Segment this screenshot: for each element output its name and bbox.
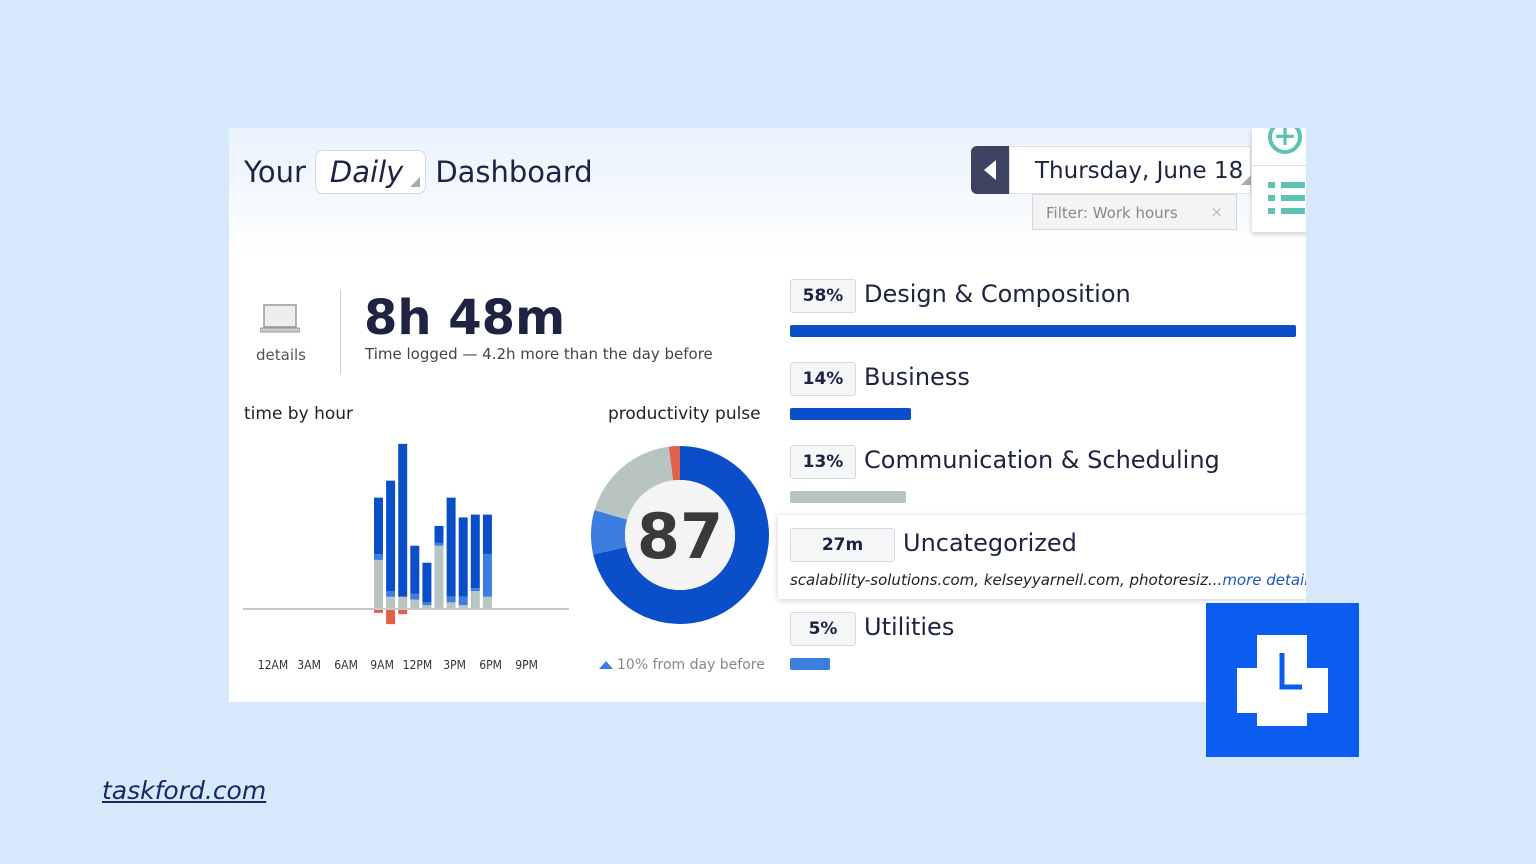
details-link[interactable]: details	[256, 346, 306, 364]
bar-segment	[374, 559, 383, 608]
category-badge: 27m	[790, 528, 895, 562]
pulse-score: 87	[637, 500, 723, 573]
previous-day-button[interactable]	[971, 146, 1009, 194]
x-tick-label: 12PM	[402, 658, 433, 672]
category-name: Utilities	[864, 613, 955, 641]
bar-segment	[410, 593, 420, 600]
bar-segment	[470, 514, 480, 589]
bar-segment	[398, 596, 408, 608]
bar-segment	[422, 602, 432, 606]
site-link[interactable]: taskford.com	[102, 776, 267, 805]
taskford-logo	[1206, 603, 1359, 757]
time-by-hour-chart	[243, 443, 569, 625]
bar-segment	[434, 545, 444, 608]
bar-segment	[458, 605, 468, 608]
bar-segment	[386, 480, 396, 592]
bar-segment	[398, 443, 408, 597]
category-bar	[790, 658, 831, 670]
dropdown-corner-icon	[1241, 175, 1251, 185]
pulse-change-text: 10% from day before	[617, 657, 765, 673]
side-toolbar: +	[1252, 128, 1306, 232]
category-name: Uncategorized	[903, 529, 1077, 557]
total-subtitle: Time logged — 4.2h more than the day bef…	[365, 345, 713, 363]
chevron-left-icon	[984, 160, 996, 180]
bar-segment	[482, 596, 492, 608]
domains-text: scalability-solutions.com, kelseyyarnell…	[790, 571, 1223, 589]
bar-segment	[446, 497, 456, 597]
x-tick-label: 3PM	[442, 658, 466, 672]
category-bar	[790, 325, 1296, 337]
category-bar	[790, 491, 907, 503]
donut-slice	[593, 446, 769, 624]
total-time: 8h 48m	[364, 290, 566, 346]
bar-segment	[374, 554, 383, 560]
bar-segment	[482, 514, 492, 555]
date-picker: Thursday, June 18	[971, 146, 1251, 194]
x-tick-label: 9AM	[370, 658, 394, 672]
bar-segment	[446, 602, 456, 608]
bar-segment	[374, 610, 383, 613]
category-name: Communication & Scheduling	[864, 446, 1220, 474]
date-select[interactable]: Thursday, June 18	[1009, 146, 1251, 194]
laptop-icon[interactable]	[260, 303, 300, 333]
category-badge: 13%	[790, 445, 856, 479]
category-badge: 58%	[790, 279, 856, 313]
bar-segment	[458, 596, 468, 606]
productivity-pulse-chart: 87	[591, 446, 769, 624]
title-your: Your	[244, 155, 306, 189]
x-tick-label: 12AM	[257, 658, 289, 672]
bar-segment	[410, 599, 420, 608]
bar-segment	[422, 605, 432, 608]
period-value: Daily	[329, 155, 404, 189]
bar-segment	[386, 591, 396, 597]
category-uncategorized[interactable]: 27m Uncategorized scalability-solutions.…	[778, 515, 1306, 599]
category-name: Design & Composition	[864, 280, 1131, 308]
donut-slice	[591, 510, 628, 555]
clock-plus-icon	[1237, 635, 1328, 726]
more-details-link[interactable]: more details	[1222, 571, 1306, 589]
divider	[340, 290, 341, 374]
filter-label: Filter: Work hours	[1046, 204, 1178, 222]
close-icon[interactable]: ×	[1210, 203, 1223, 221]
x-tick-label: 6AM	[333, 658, 358, 672]
bar-segment	[470, 591, 480, 608]
x-tick-label: 6PM	[479, 658, 502, 672]
donut-slice	[594, 446, 674, 520]
bar-segment	[410, 545, 420, 594]
x-tick-label: 3AM	[297, 658, 322, 672]
dashboard-card: Your Daily Dashboard Thursday, June 18 F…	[229, 128, 1306, 702]
bar-segment	[374, 497, 383, 555]
period-select[interactable]: Daily	[314, 150, 427, 194]
bar-segment	[446, 596, 456, 603]
add-icon[interactable]: +	[1268, 128, 1302, 154]
bar-segment	[434, 525, 444, 543]
category-badge: 5%	[790, 612, 856, 646]
bar-segment	[398, 610, 408, 615]
time-by-hour-label: time by hour	[244, 404, 354, 424]
bar-segment	[422, 562, 432, 603]
category-badge: 14%	[790, 362, 856, 396]
bar-segment	[386, 596, 396, 608]
page-title: Your Daily Dashboard	[244, 150, 593, 194]
pulse-change: 10% from day before	[599, 657, 765, 673]
uncategorized-domains: scalability-solutions.com, kelseyyarnell…	[790, 571, 1306, 589]
x-tick-label: 9PM	[515, 658, 539, 672]
title-dashboard: Dashboard	[435, 155, 593, 189]
category-name: Business	[864, 363, 970, 391]
date-value: Thursday, June 18	[1035, 158, 1244, 184]
bar-segment	[386, 610, 396, 625]
bar-segment	[434, 542, 444, 546]
donut-center	[625, 480, 735, 590]
arrow-up-icon	[599, 661, 613, 669]
divider	[1252, 165, 1306, 166]
category-bar	[790, 408, 912, 420]
donut-slice	[668, 446, 680, 481]
bar-segment	[470, 588, 480, 592]
productivity-pulse-label: productivity pulse	[608, 404, 761, 424]
bar-segment	[458, 517, 468, 597]
filter-chip[interactable]: Filter: Work hours ×	[1032, 194, 1237, 230]
dropdown-corner-icon	[410, 177, 421, 187]
bar-segment	[482, 554, 492, 597]
